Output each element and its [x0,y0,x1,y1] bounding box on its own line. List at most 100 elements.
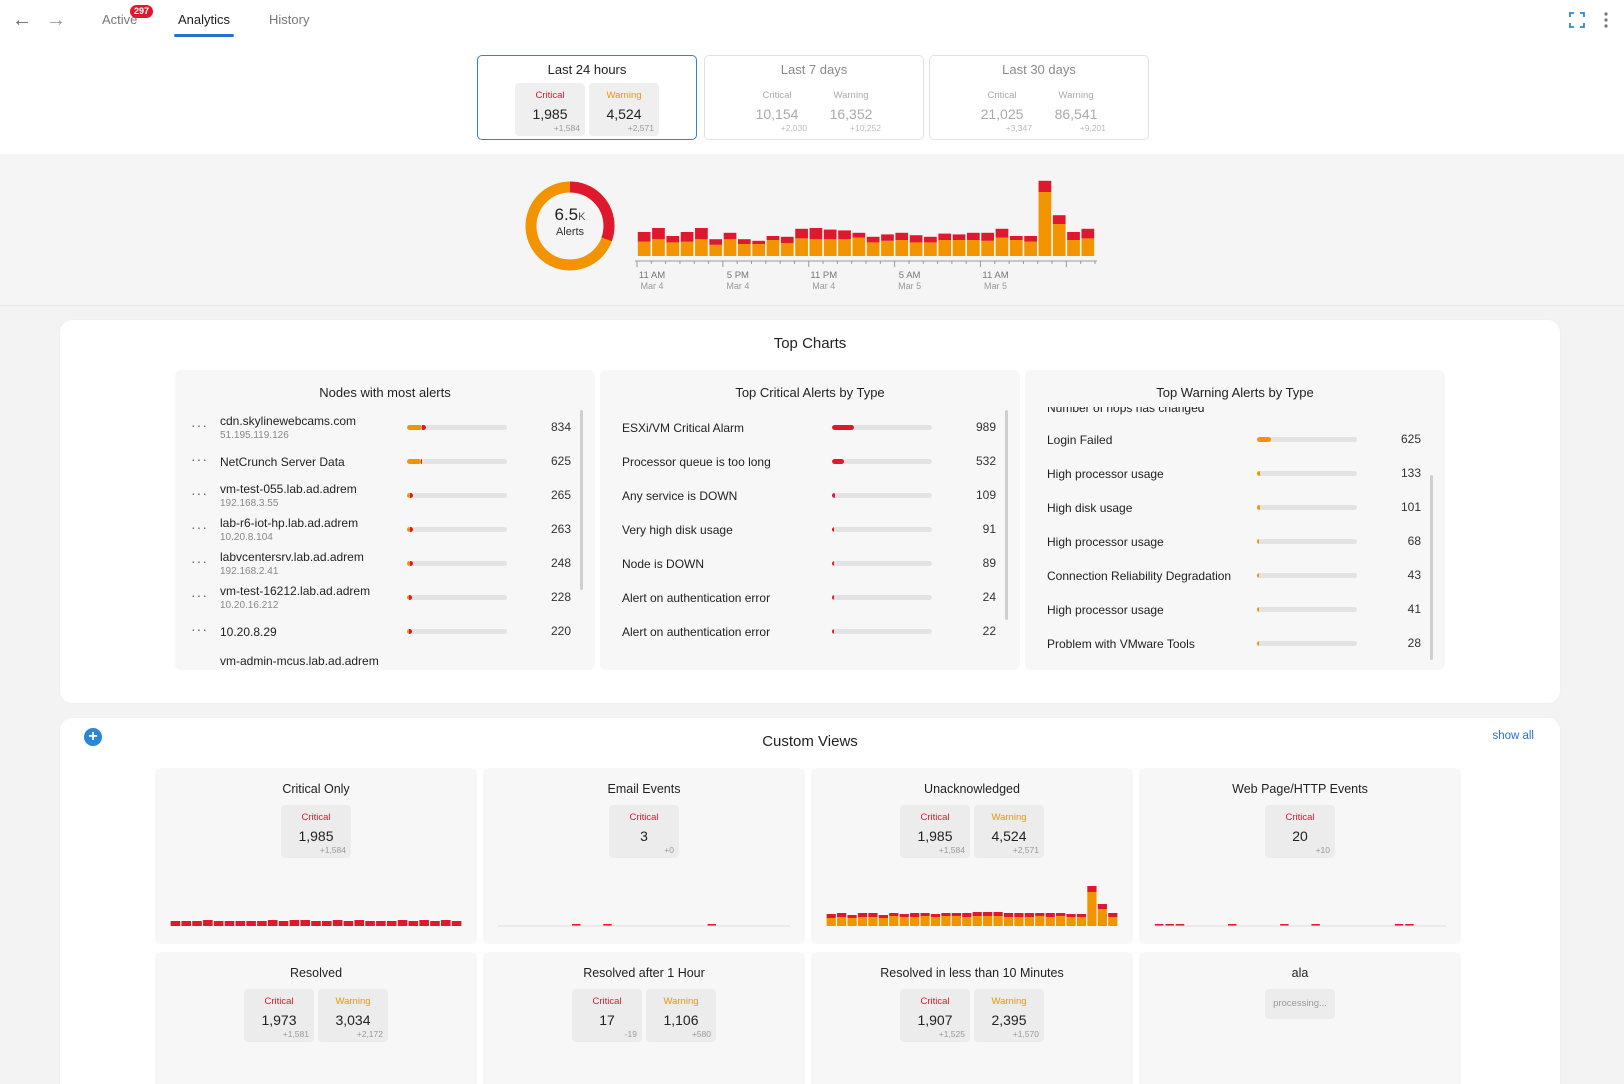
bar-critical[interactable] [966,232,980,240]
bar-warning[interactable] [1009,240,1023,256]
list-item[interactable]: ESXi/VM Critical Alarm 989 [600,410,1020,444]
bar-critical[interactable] [866,236,880,243]
bar-warning[interactable] [637,241,651,256]
bar-warning[interactable] [852,237,866,256]
bar-warning[interactable] [666,242,680,256]
scrollbar[interactable] [1430,475,1433,660]
arrow-left-icon[interactable]: ← [12,9,32,31]
bar-critical[interactable] [895,232,909,240]
bar-critical[interactable] [938,233,952,240]
more-horizontal-icon[interactable]: ··· [191,519,208,535]
custom-view-card[interactable]: Critical Only Critical 1,985 +1,584 [155,768,477,944]
bar-warning[interactable] [709,244,723,256]
bar-warning[interactable] [838,239,851,256]
list-item[interactable]: Processor queue is too long 532 [600,444,1020,478]
custom-view-card[interactable]: Email Events Critical 3 +0 [483,768,805,944]
bar-warning[interactable] [652,239,665,256]
list-item[interactable]: High disk usage 101 [1025,490,1445,524]
bar-warning[interactable] [780,243,794,256]
bar-critical[interactable] [1009,236,1023,240]
more-horizontal-icon[interactable]: ··· [191,621,208,637]
list-item[interactable]: Connection Reliability Degradation 43 [1025,558,1445,592]
list-item[interactable]: High processor usage 41 [1025,592,1445,626]
bar-warning[interactable] [966,240,980,256]
bar-critical[interactable] [1038,180,1052,192]
custom-view-card[interactable]: Web Page/HTTP Events Critical 20 +10 [1139,768,1461,944]
list-item[interactable]: Problem with VMware Tools 28 [1025,626,1445,660]
bar-warning[interactable] [952,240,966,256]
bar-warning[interactable] [995,237,1009,256]
arrow-right-icon[interactable]: → [46,9,66,31]
period-card-7d[interactable]: Last 7 days Critical 10,154 +2,030 Warni… [704,55,924,140]
list-item[interactable]: ··· 10.20.8.29 220 [175,614,595,648]
bar-critical[interactable] [995,228,1009,238]
bar-critical[interactable] [680,232,694,242]
bar-critical[interactable] [766,236,780,240]
bar-critical[interactable] [1024,236,1037,242]
bar-warning[interactable] [680,241,694,256]
bar-warning[interactable] [766,240,780,256]
bar-critical[interactable] [752,240,766,244]
bar-critical[interactable] [1052,215,1066,224]
bar-critical[interactable] [709,239,723,245]
list-item[interactable]: Very high disk usage 91 [600,512,1020,546]
bar-warning[interactable] [1038,192,1052,256]
more-horizontal-icon[interactable]: ··· [191,485,208,501]
fullscreen-icon[interactable] [1567,10,1587,30]
list-item[interactable]: ··· lab-r6-iot-hp.lab.ad.adrem 10.20.8.104… [175,512,595,546]
bar-warning[interactable] [737,244,751,256]
bar-warning[interactable] [909,242,923,256]
bar-warning[interactable] [938,240,952,256]
bar-critical[interactable] [952,234,966,240]
scrollbar[interactable] [580,410,583,590]
period-card-24h[interactable]: Last 24 hours Critical 1,985 +1,584 Warn… [477,55,697,140]
tab-active[interactable]: Active 297 [102,0,154,40]
custom-view-card[interactable]: Resolved Critical 1,973 +1,581 Warning 3,034 +… [155,952,477,1084]
list-item[interactable]: Alert on authentication error 22 [600,614,1020,648]
bar-warning[interactable] [924,242,937,256]
custom-view-card[interactable]: Unacknowledged Critical 1,985 +1,584 Warning… [811,768,1133,944]
bar-critical[interactable] [737,239,751,244]
more-horizontal-icon[interactable]: ··· [191,451,208,467]
bar-warning[interactable] [1052,224,1066,256]
bar-warning[interactable] [881,240,894,256]
bar-critical[interactable] [723,232,737,240]
period-card-30d[interactable]: Last 30 days Critical 21,025 +3,347 Warn… [929,55,1149,140]
bar-warning[interactable] [1081,238,1095,256]
bar-critical[interactable] [909,235,923,243]
bar-warning[interactable] [809,239,823,256]
list-item[interactable]: Any service is DOWN 109 [600,478,1020,512]
list-item[interactable]: Alert on authentication error 24 [600,580,1020,614]
more-vertical-icon[interactable] [1596,10,1616,30]
custom-view-card[interactable]: Resolved in less than 10 Minutes Critical… [811,952,1133,1084]
bar-critical[interactable] [637,232,651,242]
more-horizontal-icon[interactable]: ··· [191,553,208,569]
more-horizontal-icon[interactable]: ··· [191,587,208,603]
list-item[interactable]: High processor usage 68 [1025,524,1445,558]
tab-history[interactable]: History [269,0,309,40]
list-item[interactable]: ··· cdn.skylinewebcams.com 51.195.119.126 8… [175,410,595,444]
bar-warning[interactable] [981,240,995,256]
bar-critical[interactable] [666,236,680,243]
list-item[interactable]: ··· vm-test-16212.lab.ad.adrem 10.20.16.21… [175,580,595,614]
tab-analytics[interactable]: Analytics [174,0,235,40]
bar-warning[interactable] [795,238,808,256]
bar-critical[interactable] [652,228,665,240]
bar-warning[interactable] [723,239,737,256]
bar-critical[interactable] [809,228,823,240]
list-item[interactable]: Login Failed 625 [1025,422,1445,456]
bar-warning[interactable] [1024,241,1037,256]
bar-warning[interactable] [866,242,880,256]
bar-warning[interactable] [695,239,708,256]
list-item[interactable]: ··· labvcentersrv.lab.ad.adrem 192.168.2.4… [175,546,595,580]
more-horizontal-icon[interactable]: ··· [191,417,208,433]
bar-critical[interactable] [852,232,866,238]
custom-view-card[interactable]: ala processing... [1139,952,1461,1084]
bar-warning[interactable] [1067,240,1080,256]
bar-warning[interactable] [895,240,909,256]
show-all-link[interactable]: show all [1492,730,1534,742]
bar-critical[interactable] [795,228,808,239]
bar-critical[interactable] [780,236,794,244]
bar-critical[interactable] [981,232,995,241]
bar-critical[interactable] [1081,228,1095,239]
